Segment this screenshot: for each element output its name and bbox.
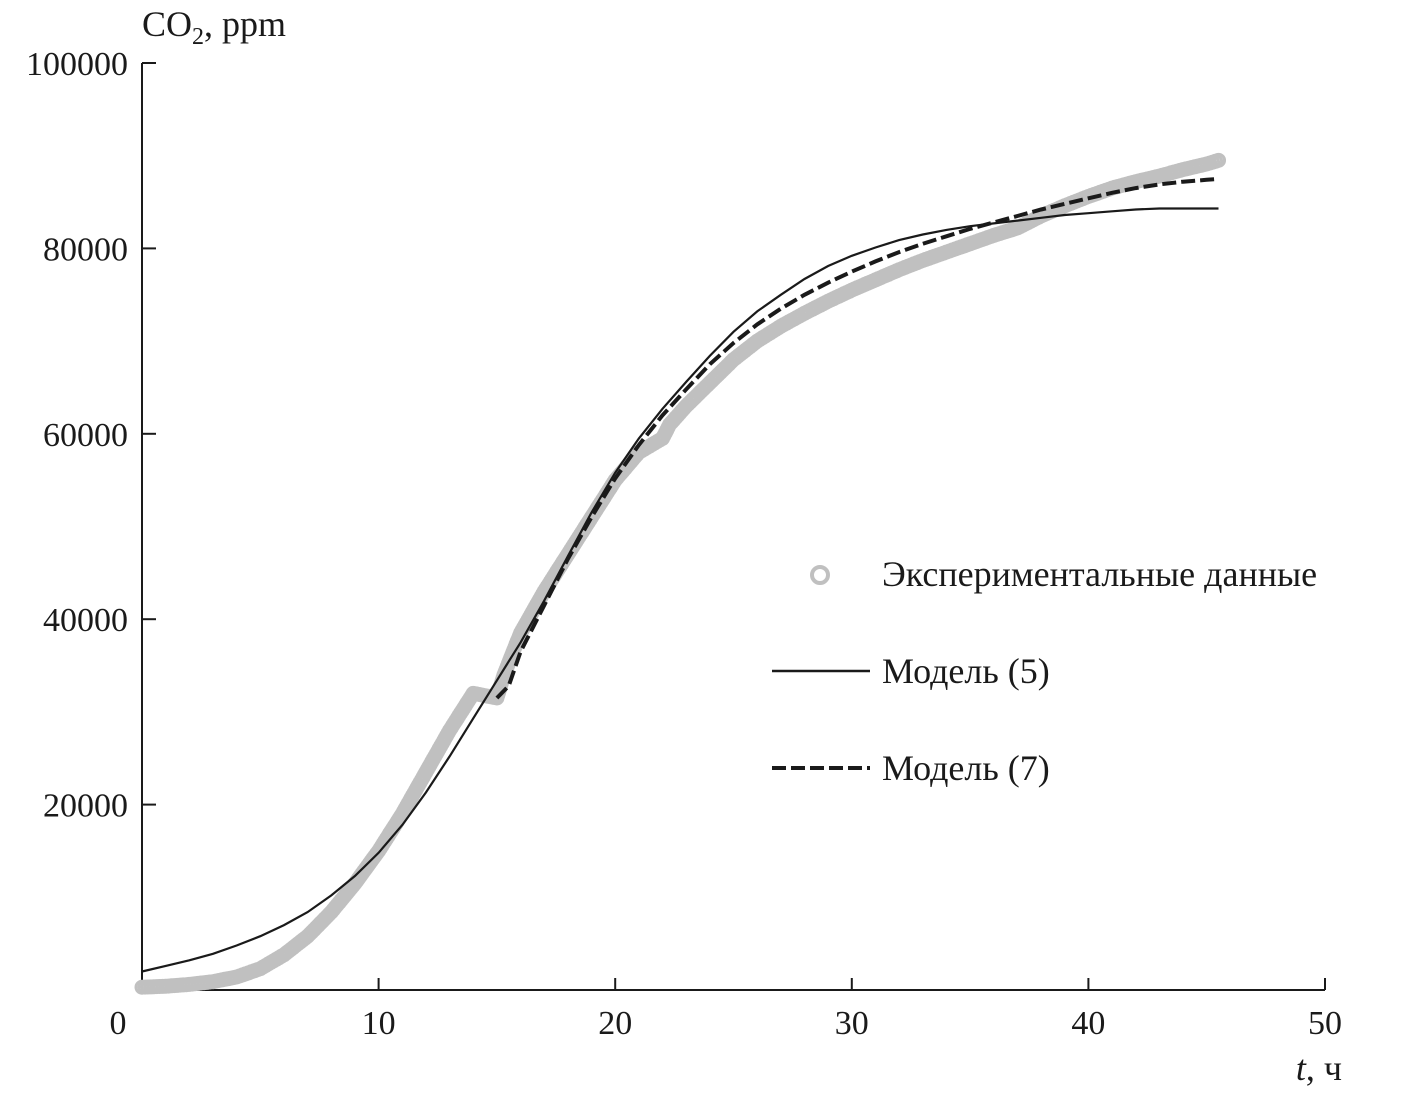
x-axis-title-rest: , ч (1306, 1048, 1342, 1088)
y-tick-label: 80000 (43, 231, 128, 268)
legend: Экспериментальные данные Модель (5) Моде… (772, 554, 1317, 788)
y-axis-title: CO2, ppm (142, 4, 286, 50)
legend-label-model7: Модель (7) (882, 748, 1050, 788)
y-tick-label: 20000 (43, 788, 128, 825)
series-experimental-markers (134, 152, 1227, 995)
series-model7-line (495, 176, 1219, 700)
y-axis-title-rest: , ppm (204, 4, 286, 44)
y-tick-label: 40000 (43, 602, 128, 639)
legend-marker-experimental (810, 565, 830, 585)
x-tick-label: 20 (598, 1005, 632, 1042)
legend-label-experimental: Экспериментальные данные (882, 554, 1317, 594)
x-axis-title-var: t (1296, 1048, 1307, 1088)
x-tick-label: 10 (362, 1005, 396, 1042)
x-axis-title: t, ч (1296, 1048, 1342, 1088)
x-tick-label: 0 (110, 1005, 127, 1042)
x-tick-label: 50 (1308, 1005, 1342, 1042)
y-axis-title-main: CO (142, 4, 192, 44)
series-layer (134, 152, 1227, 995)
data-point (1211, 152, 1227, 168)
y-tick-label: 100000 (26, 46, 128, 83)
y-ticks: 20000 40000 60000 80000 100000 (26, 46, 156, 825)
x-tick-label: 40 (1071, 1005, 1105, 1042)
x-ticks: 0 10 20 30 40 50 (110, 978, 1342, 1042)
x-tick-label: 30 (835, 1005, 869, 1042)
y-axis-title-sub: 2 (192, 24, 204, 50)
y-tick-label: 60000 (43, 417, 128, 454)
legend-label-model5: Модель (5) (882, 651, 1050, 691)
series-model5-line (141, 207, 1219, 973)
